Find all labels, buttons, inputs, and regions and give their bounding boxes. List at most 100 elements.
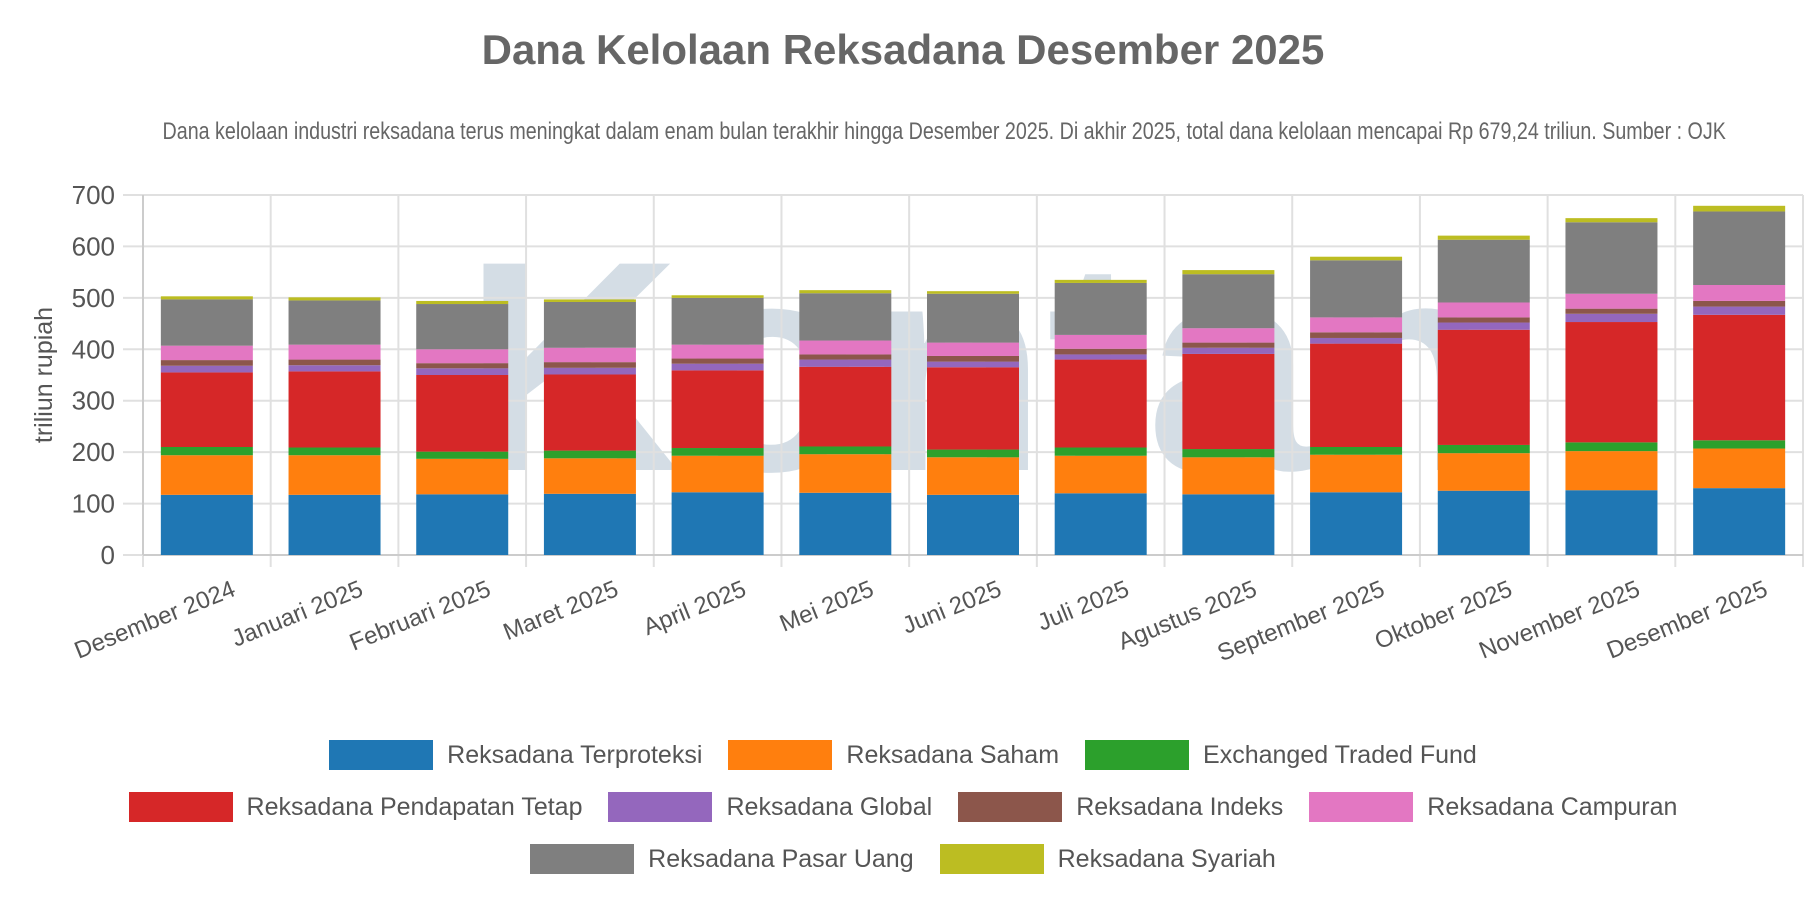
legend-item[interactable]: Reksadana Pendapatan Tetap xyxy=(128,792,582,822)
bar-segment-reksadana-campuran[interactable] xyxy=(543,347,636,363)
bar-segment-reksadana-syariah[interactable] xyxy=(416,300,509,305)
bar-segment-reksadana-syariah[interactable] xyxy=(1310,256,1403,261)
bar-segment-exchanged-traded-fund[interactable] xyxy=(160,447,253,456)
bar-segment-exchanged-traded-fund[interactable] xyxy=(1693,440,1786,449)
bar-segment-reksadana-saham[interactable] xyxy=(927,457,1019,495)
bar-segment-reksadana-saham[interactable] xyxy=(543,458,636,494)
legend-item[interactable]: Reksadana Syariah xyxy=(939,844,1276,874)
bar-segment-reksadana-syariah[interactable] xyxy=(1054,279,1147,283)
bar-segment-exchanged-traded-fund[interactable] xyxy=(799,446,892,455)
legend-item[interactable]: Exchanged Traded Fund xyxy=(1085,740,1477,770)
bar-segment-exchanged-traded-fund[interactable] xyxy=(1437,444,1530,454)
bar-segment-reksadana-pasar-uang[interactable] xyxy=(927,293,1019,343)
bar-segment-reksadana-saham[interactable] xyxy=(1693,448,1786,489)
bar-segment-reksadana-pendapatan-tetap[interactable] xyxy=(543,374,636,451)
bar-segment-reksadana-saham[interactable] xyxy=(160,455,253,495)
bar-segment-reksadana-terproteksi[interactable] xyxy=(927,494,1019,555)
bar-segment-reksadana-pendapatan-tetap[interactable] xyxy=(160,372,253,447)
bar-segment-reksadana-pendapatan-tetap[interactable] xyxy=(1310,343,1403,447)
bar-segment-reksadana-campuran[interactable] xyxy=(1054,334,1147,349)
bar-segment-reksadana-syariah[interactable] xyxy=(927,291,1019,294)
bar-segment-reksadana-indeks[interactable] xyxy=(1693,300,1786,307)
bar-segment-reksadana-pasar-uang[interactable] xyxy=(1437,239,1530,303)
bar-segment-reksadana-indeks[interactable] xyxy=(927,355,1019,362)
bar-segment-reksadana-syariah[interactable] xyxy=(1565,218,1658,223)
bar-segment-reksadana-saham[interactable] xyxy=(1310,454,1403,493)
bar-segment-reksadana-global[interactable] xyxy=(1054,354,1147,360)
legend-item[interactable]: Reksadana Pasar Uang xyxy=(530,844,914,874)
bar-segment-reksadana-pendapatan-tetap[interactable] xyxy=(671,370,764,449)
bar-segment-reksadana-saham[interactable] xyxy=(288,455,381,495)
bar-segment-reksadana-indeks[interactable] xyxy=(288,359,381,366)
legend-item[interactable]: Reksadana Campuran xyxy=(1309,792,1677,822)
bar-segment-reksadana-pasar-uang[interactable] xyxy=(543,301,636,348)
bar-segment-exchanged-traded-fund[interactable] xyxy=(416,451,509,459)
bar-segment-reksadana-global[interactable] xyxy=(416,368,509,375)
bar-segment-reksadana-pendapatan-tetap[interactable] xyxy=(1437,329,1530,445)
bar-segment-reksadana-saham[interactable] xyxy=(799,454,892,493)
bar-segment-reksadana-pasar-uang[interactable] xyxy=(160,299,253,346)
bar-segment-reksadana-pasar-uang[interactable] xyxy=(288,300,381,345)
bar-segment-exchanged-traded-fund[interactable] xyxy=(288,447,381,456)
bar-segment-reksadana-campuran[interactable] xyxy=(288,344,381,360)
bar-segment-reksadana-pendapatan-tetap[interactable] xyxy=(288,371,381,448)
bar-segment-reksadana-terproteksi[interactable] xyxy=(543,493,636,555)
bar-segment-reksadana-pendapatan-tetap[interactable] xyxy=(416,375,509,452)
legend-item[interactable]: Reksadana Indeks xyxy=(958,792,1283,822)
bar-segment-reksadana-pasar-uang[interactable] xyxy=(1182,274,1275,329)
bar-segment-reksadana-global[interactable] xyxy=(1182,347,1275,354)
bar-segment-reksadana-saham[interactable] xyxy=(1054,455,1147,494)
bar-segment-reksadana-syariah[interactable] xyxy=(1437,235,1530,240)
bar-segment-reksadana-saham[interactable] xyxy=(1437,453,1530,491)
legend-item[interactable]: Reksadana Global xyxy=(608,792,932,822)
bar-segment-reksadana-indeks[interactable] xyxy=(671,358,764,364)
bar-segment-reksadana-global[interactable] xyxy=(1437,322,1530,330)
bar-segment-reksadana-syariah[interactable] xyxy=(543,299,636,302)
bar-segment-reksadana-syariah[interactable] xyxy=(799,290,892,294)
bar-segment-reksadana-saham[interactable] xyxy=(1182,457,1275,495)
bar-segment-reksadana-pendapatan-tetap[interactable] xyxy=(927,367,1019,450)
bar-segment-reksadana-pendapatan-tetap[interactable] xyxy=(1693,314,1786,441)
bar-segment-reksadana-indeks[interactable] xyxy=(160,360,253,366)
bar-segment-reksadana-pendapatan-tetap[interactable] xyxy=(1182,353,1275,450)
bar-segment-reksadana-syariah[interactable] xyxy=(288,297,381,301)
bar-segment-reksadana-pendapatan-tetap[interactable] xyxy=(1565,322,1658,443)
bar-segment-reksadana-saham[interactable] xyxy=(416,458,509,495)
bar-segment-reksadana-global[interactable] xyxy=(1310,337,1403,344)
bar-segment-reksadana-global[interactable] xyxy=(1693,306,1786,315)
bar-segment-reksadana-terproteksi[interactable] xyxy=(1182,494,1275,555)
bar-segment-reksadana-pendapatan-tetap[interactable] xyxy=(799,366,892,447)
bar-segment-reksadana-campuran[interactable] xyxy=(1693,285,1786,301)
bar-segment-reksadana-terproteksi[interactable] xyxy=(1693,488,1786,555)
bar-segment-reksadana-saham[interactable] xyxy=(1565,451,1658,491)
bar-segment-reksadana-pasar-uang[interactable] xyxy=(1310,260,1403,318)
bar-segment-reksadana-indeks[interactable] xyxy=(799,354,892,360)
bar-segment-reksadana-indeks[interactable] xyxy=(1565,308,1658,314)
bar-segment-reksadana-global[interactable] xyxy=(671,363,764,371)
bar-segment-reksadana-terproteksi[interactable] xyxy=(1054,493,1147,555)
bar-segment-reksadana-saham[interactable] xyxy=(671,455,764,493)
bar-segment-reksadana-indeks[interactable] xyxy=(416,363,509,369)
bar-segment-reksadana-pasar-uang[interactable] xyxy=(1565,222,1658,294)
bar-segment-reksadana-pasar-uang[interactable] xyxy=(799,293,892,341)
bar-segment-reksadana-indeks[interactable] xyxy=(1437,317,1530,323)
bar-segment-reksadana-campuran[interactable] xyxy=(927,342,1019,356)
bar-segment-reksadana-indeks[interactable] xyxy=(543,362,636,368)
bar-segment-reksadana-terproteksi[interactable] xyxy=(288,494,381,555)
bar-segment-reksadana-terproteksi[interactable] xyxy=(799,492,892,555)
bar-segment-reksadana-terproteksi[interactable] xyxy=(416,494,509,555)
bar-segment-reksadana-syariah[interactable] xyxy=(1182,270,1275,275)
bar-segment-reksadana-global[interactable] xyxy=(288,365,381,372)
bar-segment-reksadana-campuran[interactable] xyxy=(160,345,253,361)
bar-segment-reksadana-pasar-uang[interactable] xyxy=(1054,282,1147,335)
bar-segment-exchanged-traded-fund[interactable] xyxy=(1565,442,1658,452)
bar-segment-reksadana-campuran[interactable] xyxy=(416,349,509,364)
bar-segment-reksadana-indeks[interactable] xyxy=(1054,348,1147,355)
bar-segment-reksadana-global[interactable] xyxy=(1565,313,1658,323)
bar-segment-reksadana-campuran[interactable] xyxy=(799,340,892,355)
bar-segment-reksadana-indeks[interactable] xyxy=(1310,332,1403,338)
bar-segment-reksadana-campuran[interactable] xyxy=(671,344,764,359)
bar-segment-reksadana-pasar-uang[interactable] xyxy=(1693,211,1786,285)
bar-segment-reksadana-terproteksi[interactable] xyxy=(1437,490,1530,555)
bar-segment-reksadana-campuran[interactable] xyxy=(1182,328,1275,343)
